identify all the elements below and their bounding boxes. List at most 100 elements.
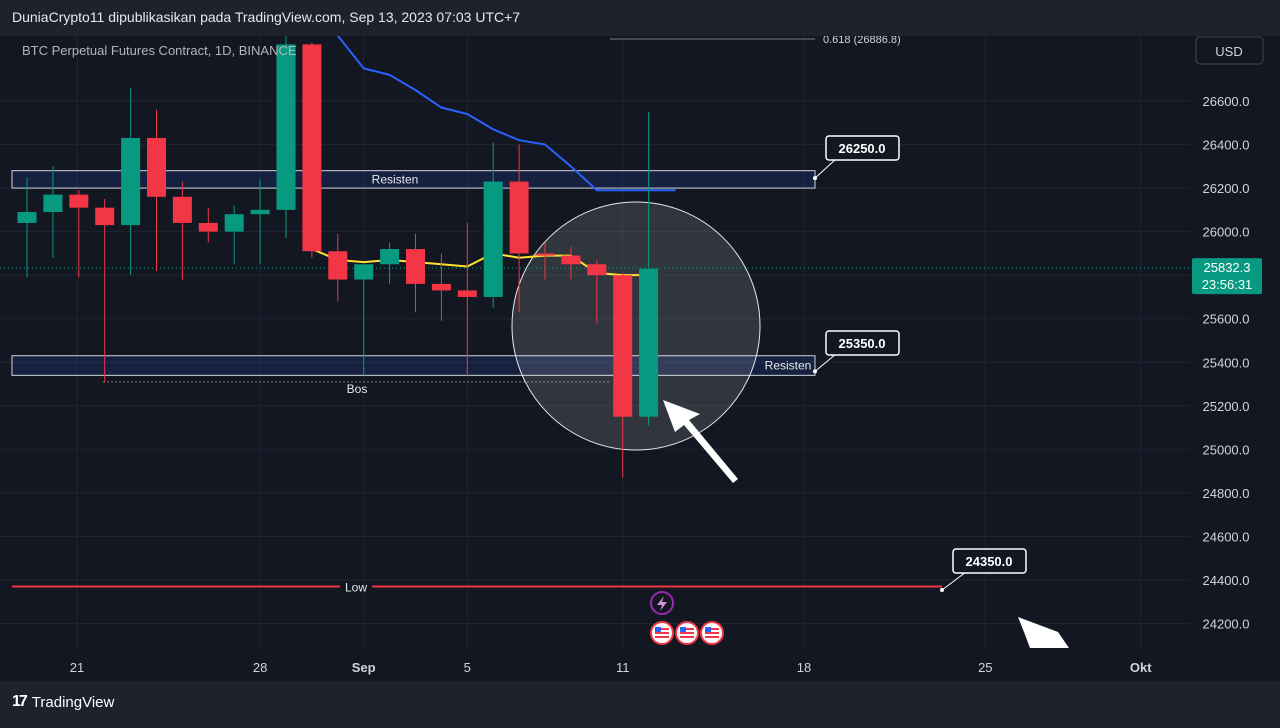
candle[interactable] <box>587 259 607 324</box>
symbol-info: BTC Perpetual Futures Contract, 1D, BINA… <box>22 43 297 58</box>
price-tag-box <box>825 135 900 161</box>
candle-body[interactable] <box>509 181 529 254</box>
candle-body[interactable] <box>561 255 581 265</box>
candle[interactable] <box>457 222 477 376</box>
candle[interactable] <box>406 233 425 313</box>
candle-body[interactable] <box>328 251 348 280</box>
y-tick-label: 24400.0 <box>1203 573 1250 588</box>
candle[interactable] <box>17 177 37 278</box>
x-tick-label: 18 <box>797 660 811 675</box>
zone-label: Resisten <box>372 173 419 187</box>
flag-stripe <box>680 636 694 638</box>
candle[interactable] <box>354 264 374 376</box>
low-tag-label: 24350.0 <box>966 554 1013 569</box>
candle-body[interactable] <box>639 268 659 417</box>
candle-body[interactable] <box>613 275 633 417</box>
flag-stripe <box>680 628 694 630</box>
us-flag-icon[interactable] <box>700 621 724 645</box>
candle[interactable] <box>147 109 166 271</box>
candle-body[interactable] <box>43 194 63 213</box>
y-tick-label: 25000.0 <box>1203 442 1250 457</box>
candle-body[interactable] <box>198 222 218 232</box>
candle[interactable] <box>328 233 348 302</box>
candle-body[interactable] <box>457 290 477 297</box>
us-flag-icon[interactable] <box>650 621 674 645</box>
flag-stripe <box>705 628 719 630</box>
x-tick-label: Okt <box>1130 660 1152 675</box>
highlight-circle <box>511 201 761 451</box>
flag-stripe <box>655 628 669 630</box>
x-tick-label: 25 <box>978 660 992 675</box>
candle[interactable] <box>250 179 270 265</box>
candle[interactable] <box>613 273 633 478</box>
candle[interactable] <box>431 253 451 321</box>
flag-canton <box>655 627 661 632</box>
low-tag-box <box>952 548 1027 574</box>
y-tick-label: 24600.0 <box>1203 529 1250 544</box>
us-flag-icon[interactable] <box>675 621 699 645</box>
candle-body[interactable] <box>380 249 400 265</box>
flag-stripe <box>680 632 694 634</box>
x-tick-label: 21 <box>70 660 84 675</box>
candle-body[interactable] <box>431 283 451 291</box>
currency-button[interactable] <box>1195 36 1264 65</box>
fib-label: 0.618 (26886.8) <box>823 34 901 46</box>
x-axis[interactable]: 21 28 Sep 5 11 18 25 Okt <box>0 650 1190 681</box>
candle-body[interactable] <box>406 249 425 284</box>
candle[interactable] <box>95 198 115 382</box>
tradingview-logo[interactable]: 17 TradingView <box>12 693 114 711</box>
tag-pointer <box>814 158 837 179</box>
last-price-badge <box>1192 258 1262 295</box>
arrow-pointer-icon <box>663 400 738 483</box>
candle[interactable] <box>121 87 141 276</box>
low-label: Low <box>345 581 367 595</box>
candle[interactable] <box>43 166 63 258</box>
candle[interactable] <box>69 190 89 278</box>
candle[interactable] <box>172 181 192 280</box>
footer-bar: 17 TradingView <box>0 681 1280 723</box>
tradingview-brand: TradingView <box>31 693 115 711</box>
candle-body[interactable] <box>354 264 374 280</box>
y-axis[interactable]: 26600.026400.026200.026000.025800.025600… <box>1190 30 1280 681</box>
candle-body[interactable] <box>276 44 296 210</box>
candle-body[interactable] <box>535 253 555 256</box>
candle-body[interactable] <box>483 181 503 297</box>
flag-stripe <box>705 632 719 634</box>
candle-body[interactable] <box>69 194 89 208</box>
candle[interactable] <box>302 42 322 258</box>
tradingview-logo-icon: 17 <box>12 693 28 710</box>
x-tick-label: 11 <box>616 660 630 675</box>
countdown-label: 23:56:31 <box>1202 277 1253 292</box>
candle-body[interactable] <box>147 138 166 197</box>
candle-body[interactable] <box>172 196 192 223</box>
candle[interactable] <box>380 242 400 284</box>
candle[interactable] <box>561 246 581 280</box>
candle-body[interactable] <box>250 209 270 215</box>
x-tick-label: Sep <box>352 660 376 675</box>
y-tick-label: 26000.0 <box>1203 225 1250 240</box>
y-tick-label: 24200.0 <box>1203 617 1250 632</box>
candle[interactable] <box>509 144 529 313</box>
candle[interactable] <box>535 242 555 280</box>
price-tag-label: 25350.0 <box>839 336 886 351</box>
candle[interactable] <box>224 205 244 265</box>
candles[interactable] <box>17 0 659 478</box>
candle-body[interactable] <box>121 138 141 226</box>
candle[interactable] <box>639 111 659 426</box>
candle-body[interactable] <box>302 44 322 252</box>
x-tick-label: 28 <box>253 660 267 675</box>
flag-stripe <box>705 636 719 638</box>
candle-body[interactable] <box>17 212 37 223</box>
y-tick-label: 26400.0 <box>1203 138 1250 153</box>
candle[interactable] <box>483 142 503 308</box>
y-tick-label: 26600.0 <box>1203 94 1250 109</box>
candle-body[interactable] <box>587 264 607 276</box>
currency-label: USD <box>1215 44 1242 59</box>
candle[interactable] <box>198 207 218 243</box>
y-tick-label: 25200.0 <box>1203 399 1250 414</box>
candle-body[interactable] <box>224 214 244 232</box>
y-axis-background <box>1190 30 1280 681</box>
candle-body[interactable] <box>95 207 115 226</box>
